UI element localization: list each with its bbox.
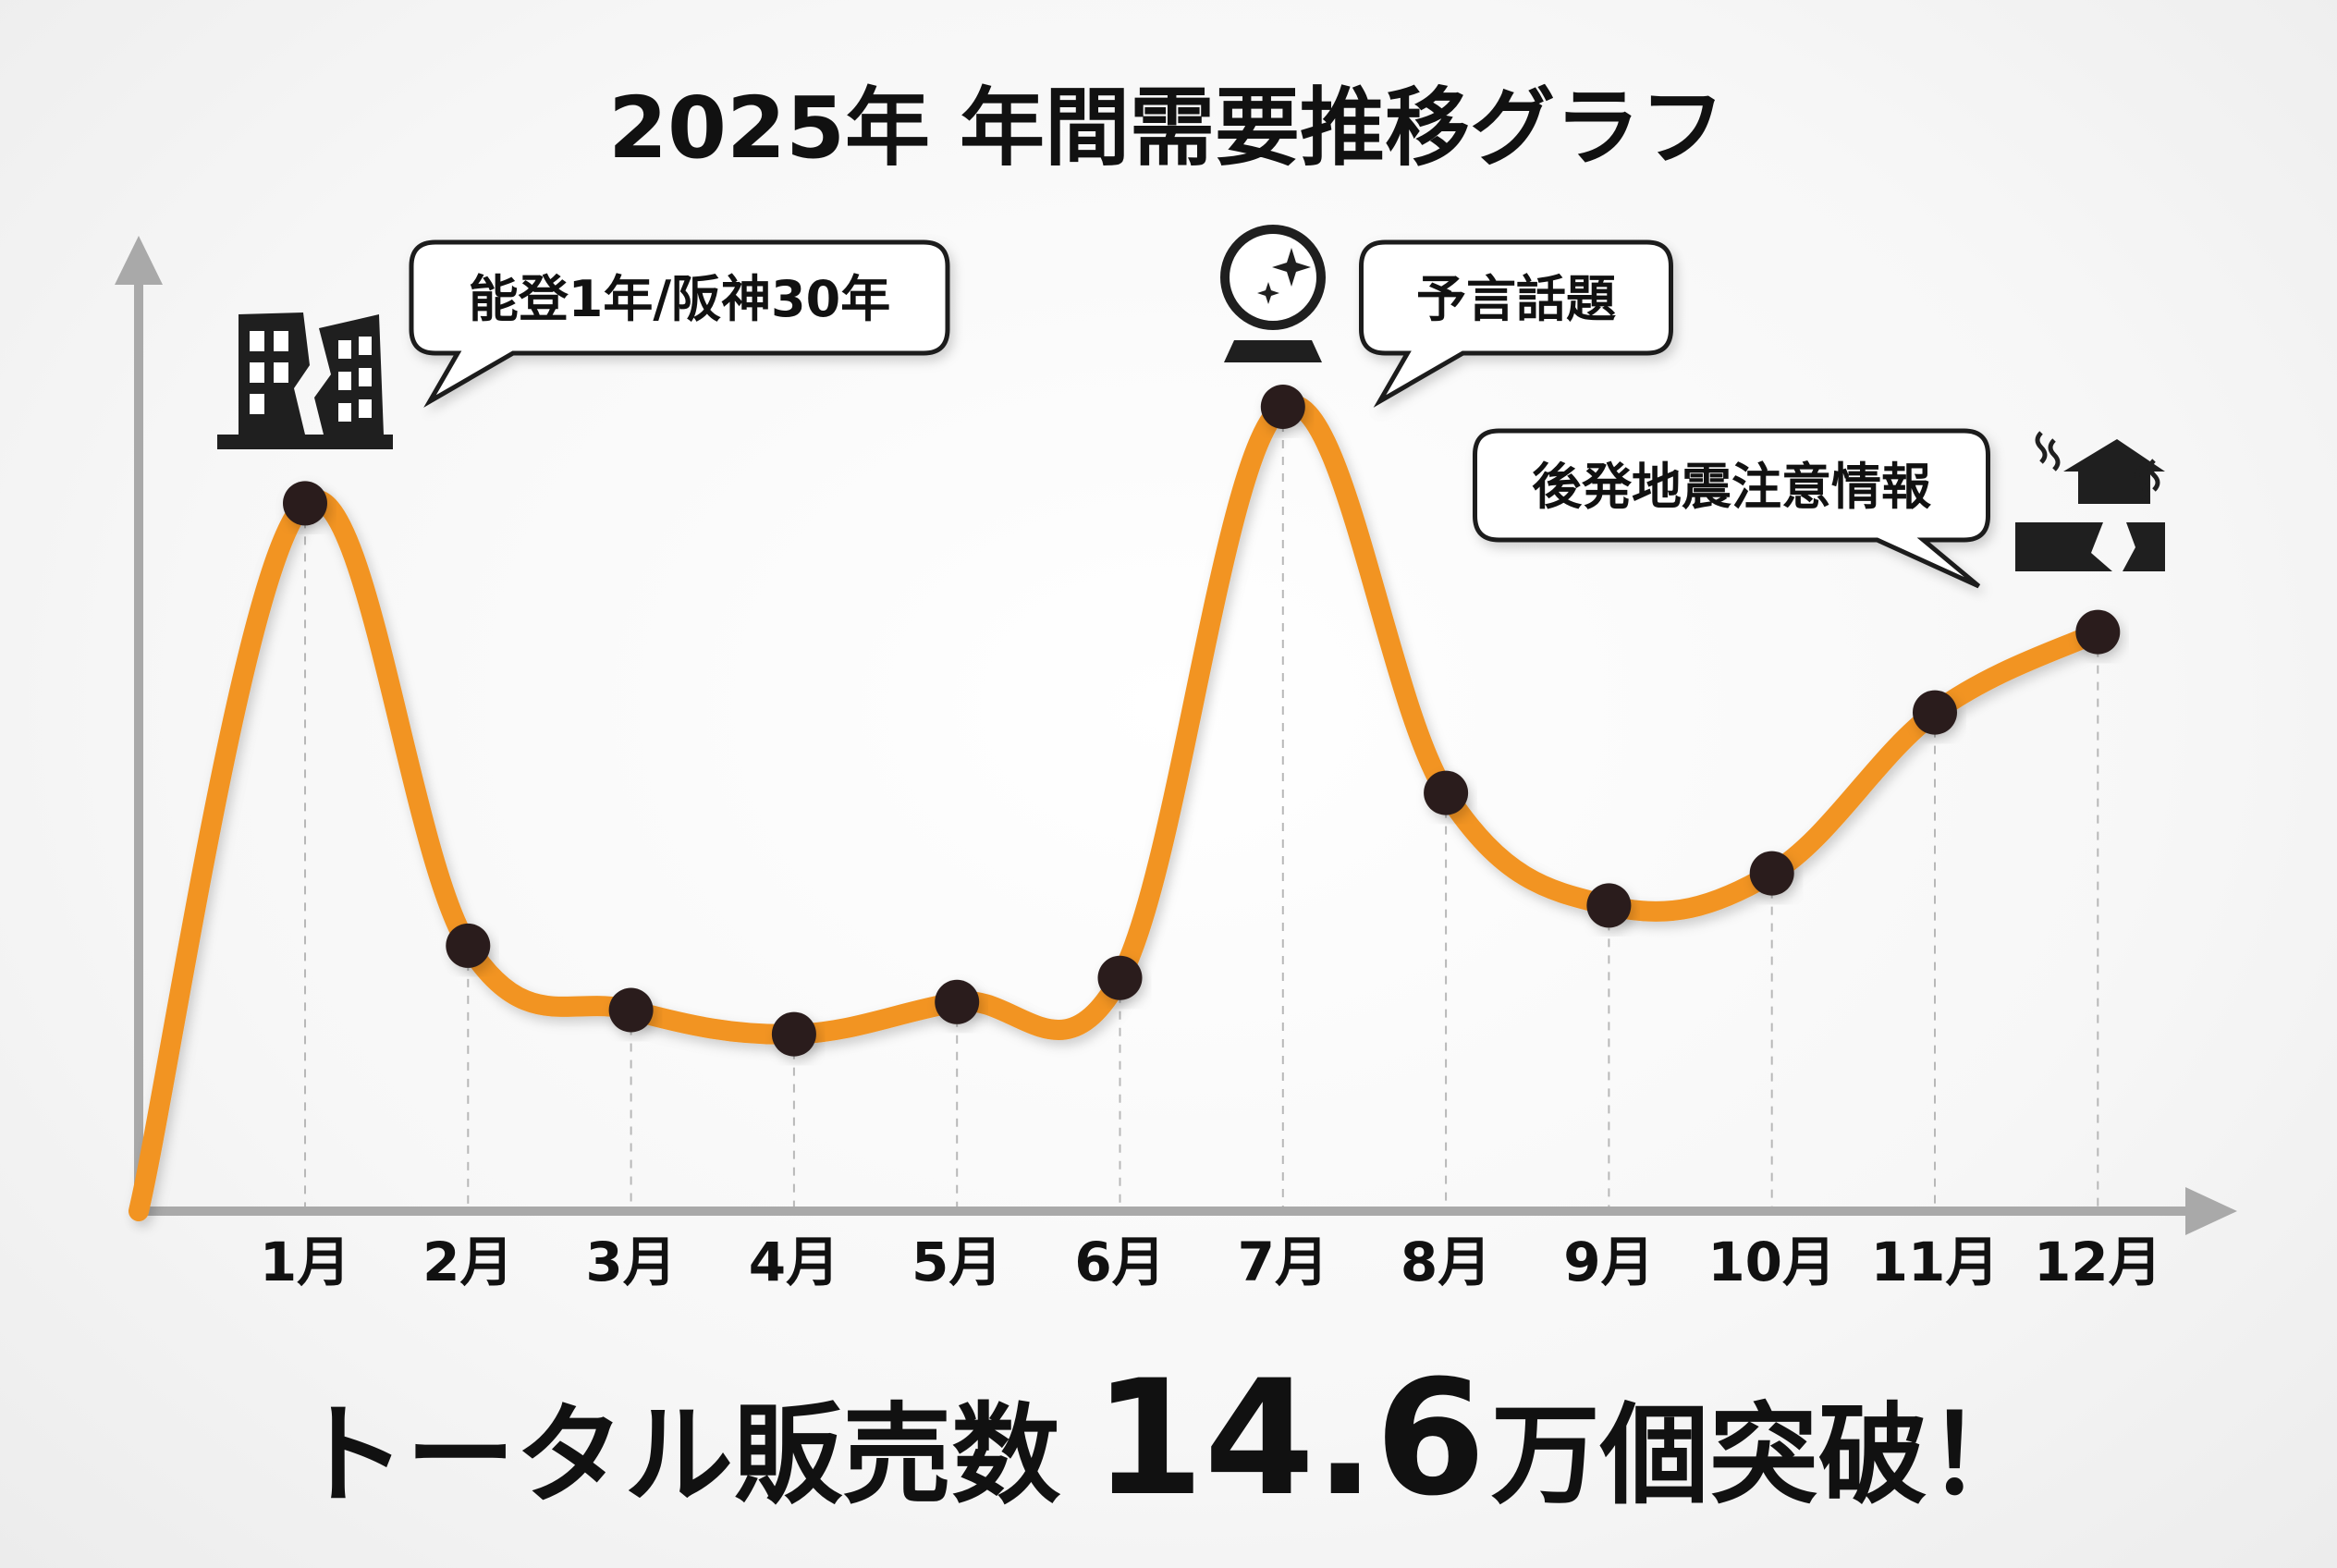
x-tick-4月: 4月 bbox=[749, 1231, 839, 1293]
collapsed-building-icon bbox=[217, 312, 393, 449]
x-tick-5月: 5月 bbox=[912, 1231, 1002, 1293]
svg-text:トータル販売数 14.6 万個突破！: トータル販売数 14.6 万個突破！ bbox=[297, 1345, 2037, 1531]
data-point-12月 bbox=[2075, 609, 2121, 655]
x-tick-7月: 7月 bbox=[1238, 1231, 1328, 1293]
total-sales-suffix: 万個突破！ bbox=[1491, 1391, 2037, 1519]
total-sales-banner: トータル販売数 14.6 万個突破！ bbox=[297, 1345, 2037, 1531]
data-point-10月 bbox=[1749, 851, 1794, 896]
demand-line bbox=[128, 394, 2109, 1221]
x-tick-11月: 11月 bbox=[1871, 1231, 2000, 1293]
axes bbox=[115, 236, 2237, 1235]
y-axis-arrow-icon bbox=[115, 236, 163, 285]
annotation-bubble-3-text: 後発地震注意情報 bbox=[1532, 458, 1931, 516]
annotation-bubble-2: 予言話題 bbox=[1359, 239, 1673, 408]
x-tick-1月: 1月 bbox=[260, 1231, 350, 1293]
annotation-bubble-1-text: 能登1年/阪神30年 bbox=[469, 270, 890, 328]
chart-title: 2025年 年間需要推移グラフ bbox=[608, 79, 1725, 178]
data-point-4月 bbox=[771, 1011, 816, 1057]
annotation-bubble-3: 後発地震注意情報 bbox=[1473, 428, 1990, 589]
x-tick-labels: 1月 2月 3月 4月 5月 6月 7月 8月 9月 10月 11月 12月 bbox=[260, 1231, 2162, 1293]
data-point-2月 bbox=[446, 923, 491, 968]
x-tick-6月: 6月 bbox=[1074, 1231, 1165, 1293]
x-tick-3月: 3月 bbox=[585, 1231, 676, 1293]
data-point-8月 bbox=[1424, 770, 1469, 815]
data-point-7月 bbox=[1260, 385, 1305, 429]
data-point-3月 bbox=[608, 987, 654, 1033]
data-points bbox=[283, 385, 2121, 1057]
x-tick-8月: 8月 bbox=[1401, 1231, 1491, 1293]
annotation-bubble-2-text: 予言話題 bbox=[1416, 270, 1616, 328]
x-tick-9月: 9月 bbox=[1563, 1231, 1654, 1293]
series-demand bbox=[128, 394, 2109, 1221]
data-point-11月 bbox=[1913, 690, 1957, 735]
annotation-bubble-1: 能登1年/阪神30年 bbox=[409, 239, 950, 408]
vertical-guides bbox=[304, 407, 2099, 1211]
x-tick-2月: 2月 bbox=[422, 1231, 513, 1293]
data-point-1月 bbox=[283, 481, 327, 526]
earthquake-house-icon bbox=[2015, 431, 2165, 571]
crystal-ball-icon bbox=[1220, 225, 1326, 362]
x-axis-arrow-icon bbox=[2185, 1187, 2237, 1235]
total-sales-prefix: トータル販売数 bbox=[297, 1391, 1060, 1519]
data-point-6月 bbox=[1097, 955, 1143, 1000]
x-tick-10月: 10月 bbox=[1707, 1231, 1836, 1293]
x-tick-12月: 12月 bbox=[2034, 1231, 2162, 1293]
total-sales-number: 14.6 bbox=[1094, 1345, 1486, 1531]
data-point-5月 bbox=[935, 979, 980, 1024]
data-point-9月 bbox=[1586, 883, 1632, 928]
